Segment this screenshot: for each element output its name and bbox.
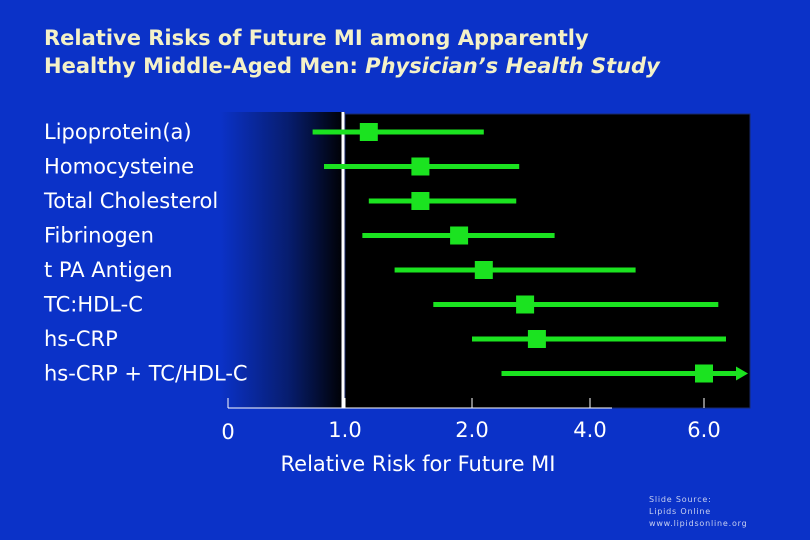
source-line-2: Lipids Online [649, 507, 711, 516]
title-line-1: Relative Risks of Future MI among Appare… [44, 26, 589, 50]
row-label: TC:HDL-C [43, 293, 143, 317]
row-label: t PA Antigen [44, 258, 173, 282]
x-tick-label: 4.0 [573, 418, 606, 442]
row-label: Fibrinogen [44, 224, 154, 248]
point-estimate [474, 261, 493, 279]
title-line-2: Healthy Middle-Aged Men: [44, 54, 366, 78]
ci-arrow [736, 366, 748, 381]
point-estimate [450, 226, 469, 245]
forest-row [312, 123, 484, 141]
row-labels: Lipoprotein(a) Homocysteine Total Choleste… [43, 120, 248, 386]
row-label: Homocysteine [44, 155, 194, 179]
source-line-3: www.lipidsonline.org [649, 519, 748, 528]
x-tick-label: 6.0 [687, 418, 720, 442]
forest-row [501, 364, 748, 383]
source-line-1: Slide Source: [649, 495, 712, 504]
point-estimate [527, 330, 546, 348]
forest-row [433, 295, 719, 314]
forest-row [324, 157, 520, 176]
x-tick-label: 0 [221, 420, 234, 444]
row-label: hs-CRP + TC/HDL-C [44, 362, 248, 386]
row-label: hs-CRP [44, 327, 118, 351]
forest-row [472, 330, 726, 348]
slide-source: Slide Source: Lipids Online www.lipidson… [649, 494, 799, 530]
point-estimate [516, 295, 535, 314]
point-estimate [695, 364, 713, 383]
forest-row [362, 226, 555, 245]
row-label: Total Cholesterol [43, 189, 218, 213]
forest-row [368, 192, 517, 210]
slide-title: Relative Risks of Future MI among Appare… [44, 24, 784, 80]
point-estimate [411, 157, 430, 176]
x-tick-label: 2.0 [455, 418, 488, 442]
x-axis-title: Relative Risk for Future MI [281, 452, 556, 476]
x-axis: 0 1.0 2.0 4.0 6.0 [221, 398, 721, 444]
point-estimate [411, 192, 430, 210]
plot-panel [344, 113, 751, 409]
forest-row [394, 261, 636, 279]
plot-rows [312, 123, 748, 383]
x-tick-label: 1.0 [328, 418, 361, 442]
title-line-2-italic: Physician’s Health Study [365, 54, 660, 78]
row-label: Lipoprotein(a) [44, 120, 192, 144]
plot-panel-fade [220, 112, 345, 408]
point-estimate [359, 123, 378, 141]
